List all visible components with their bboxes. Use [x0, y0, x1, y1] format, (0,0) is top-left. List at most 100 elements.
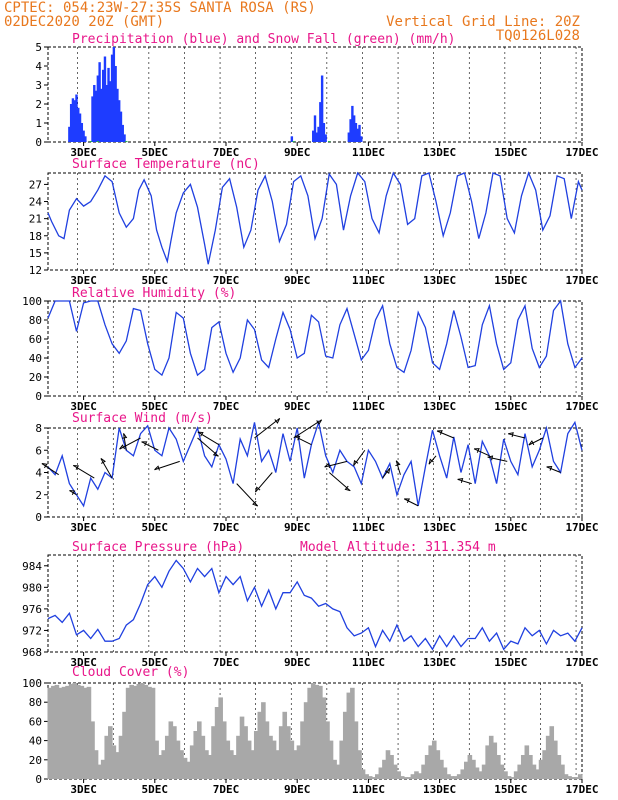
temperature-xtick-label: 13DEC	[423, 274, 456, 287]
wind-vector	[254, 418, 280, 439]
cloud-bar	[204, 750, 209, 779]
wind-vector-head	[508, 432, 514, 438]
humidity-xtick-label: 3DEC	[70, 400, 97, 413]
cloud-bar	[172, 726, 177, 779]
temperature-xtick-label: 9DEC	[284, 274, 311, 287]
precip-xtick-label: 13DEC	[423, 146, 456, 159]
precip-bar	[322, 123, 326, 142]
cloud-bar	[528, 755, 533, 779]
cloud-ytick-label: 20	[29, 754, 42, 767]
precip-bar	[105, 85, 108, 142]
cloud-bar	[75, 684, 81, 779]
cloud-bar	[72, 683, 77, 779]
cloud-bar	[261, 702, 266, 779]
precip-bar	[354, 123, 358, 142]
wind-vector	[528, 437, 544, 446]
wind-ytick-label: 6	[35, 444, 42, 457]
wind-vector-head	[316, 419, 323, 426]
cloud-xtick-label: 11DEC	[352, 783, 385, 796]
cloud-bar	[570, 777, 576, 779]
precip-snow-bar	[89, 141, 92, 143]
cloud-bar	[236, 735, 241, 779]
temperature-ytick-label: 21	[29, 213, 42, 226]
cloud-bar	[100, 759, 106, 779]
wind-xtick-label: 5DEC	[142, 521, 169, 534]
cloud-bar	[328, 740, 334, 779]
precip-bar	[84, 136, 87, 142]
cloud-bar	[68, 683, 74, 779]
humidity-frame	[47, 300, 583, 397]
cloud-bar	[517, 764, 522, 779]
wind-vector-head	[546, 465, 553, 471]
cloud-bar	[567, 776, 572, 779]
cloud-bar	[382, 759, 387, 779]
humidity-panel-title: Relative Humidity (%)	[72, 286, 236, 301]
wind-vector	[473, 448, 490, 457]
cloud-bar	[140, 683, 145, 779]
wind-vector-head	[437, 430, 443, 435]
cloud-bar	[375, 774, 380, 779]
cloud-bar	[108, 726, 113, 779]
wind-vector	[294, 435, 312, 446]
cloud-bar	[250, 750, 255, 779]
cloud-xtick-label: 9DEC	[284, 783, 311, 796]
header-grid-line: Vertical Grid Line: 20Z	[386, 14, 580, 30]
cloud-bar	[179, 750, 184, 779]
cloud-bar	[364, 774, 369, 779]
cloud-xtick-label: 3DEC	[70, 783, 97, 796]
wind-panel-title: Surface Wind (m/s)	[72, 411, 213, 426]
wind-vector-head	[141, 441, 148, 447]
wind-vector	[436, 430, 455, 439]
cloud-bar	[118, 735, 124, 779]
precip-xtick-label: 11DEC	[352, 146, 385, 159]
wind-vector	[382, 467, 391, 479]
wind-panel: 0 2 4 6 8 3DEC 5DEC 7DEC 9DEC 11DEC 13DEC 15DEC 17DE…	[35, 418, 599, 534]
pressure-xtick-label: 7DEC	[213, 656, 240, 669]
precip-bar	[82, 130, 85, 142]
wind-vector-head	[353, 459, 359, 466]
precip-bar	[109, 81, 112, 142]
cloud-bar	[496, 755, 501, 779]
pressure-xtick-label: 17DEC	[565, 656, 598, 669]
cloud-bar	[150, 687, 156, 779]
cloud-bar	[296, 745, 302, 779]
precip-snow-bar	[328, 141, 331, 143]
cloud-bar	[214, 707, 220, 779]
temperature-xtick-label: 11DEC	[352, 274, 385, 287]
humidity-xtick-label: 15DEC	[494, 400, 527, 413]
humidity-ytick-label: 20	[29, 371, 42, 384]
precip-bar	[94, 90, 98, 142]
precip-bar	[91, 96, 94, 142]
cloud-bar	[200, 735, 206, 779]
cloud-bar	[464, 761, 469, 779]
cloud-bar	[129, 684, 134, 779]
cloud-bar	[300, 721, 305, 779]
cloud-bar	[83, 687, 88, 779]
wind-vector	[404, 498, 419, 507]
pressure-ytick-label: 980	[22, 581, 42, 594]
precip-bar	[352, 115, 356, 142]
pressure-xtick-label: 15DEC	[494, 656, 527, 669]
wind-vector-head	[404, 498, 411, 504]
wind-vector	[324, 460, 348, 468]
cloud-bar	[314, 684, 320, 779]
cloud-bar	[61, 686, 67, 779]
cloud-bar	[271, 740, 277, 779]
cloud-bar	[58, 687, 63, 779]
temperature-panel: 12 15 18 21 24 27 3DEC 5DEC 7DEC 9DEC 11DEC 13DEC 15…	[29, 171, 599, 287]
wind-vector	[119, 437, 141, 450]
pressure-frame	[47, 554, 583, 653]
wind-vector-head	[487, 455, 494, 461]
cloud-bar	[350, 687, 355, 779]
precip-xtick-label: 17DEC	[565, 146, 598, 159]
temperature-xtick-label: 7DEC	[213, 274, 240, 287]
precip-bar	[351, 105, 354, 142]
humidity-xtick-label: 13DEC	[423, 400, 456, 413]
wind-vector-head	[274, 418, 281, 424]
wind-vector-head	[528, 440, 535, 446]
cloud-bar	[197, 721, 202, 779]
cloud-bar	[321, 697, 327, 779]
humidity-xtick-label: 11DEC	[352, 400, 385, 413]
wind-vector-head	[154, 465, 160, 471]
humidity-ytick-label: 80	[29, 314, 42, 327]
